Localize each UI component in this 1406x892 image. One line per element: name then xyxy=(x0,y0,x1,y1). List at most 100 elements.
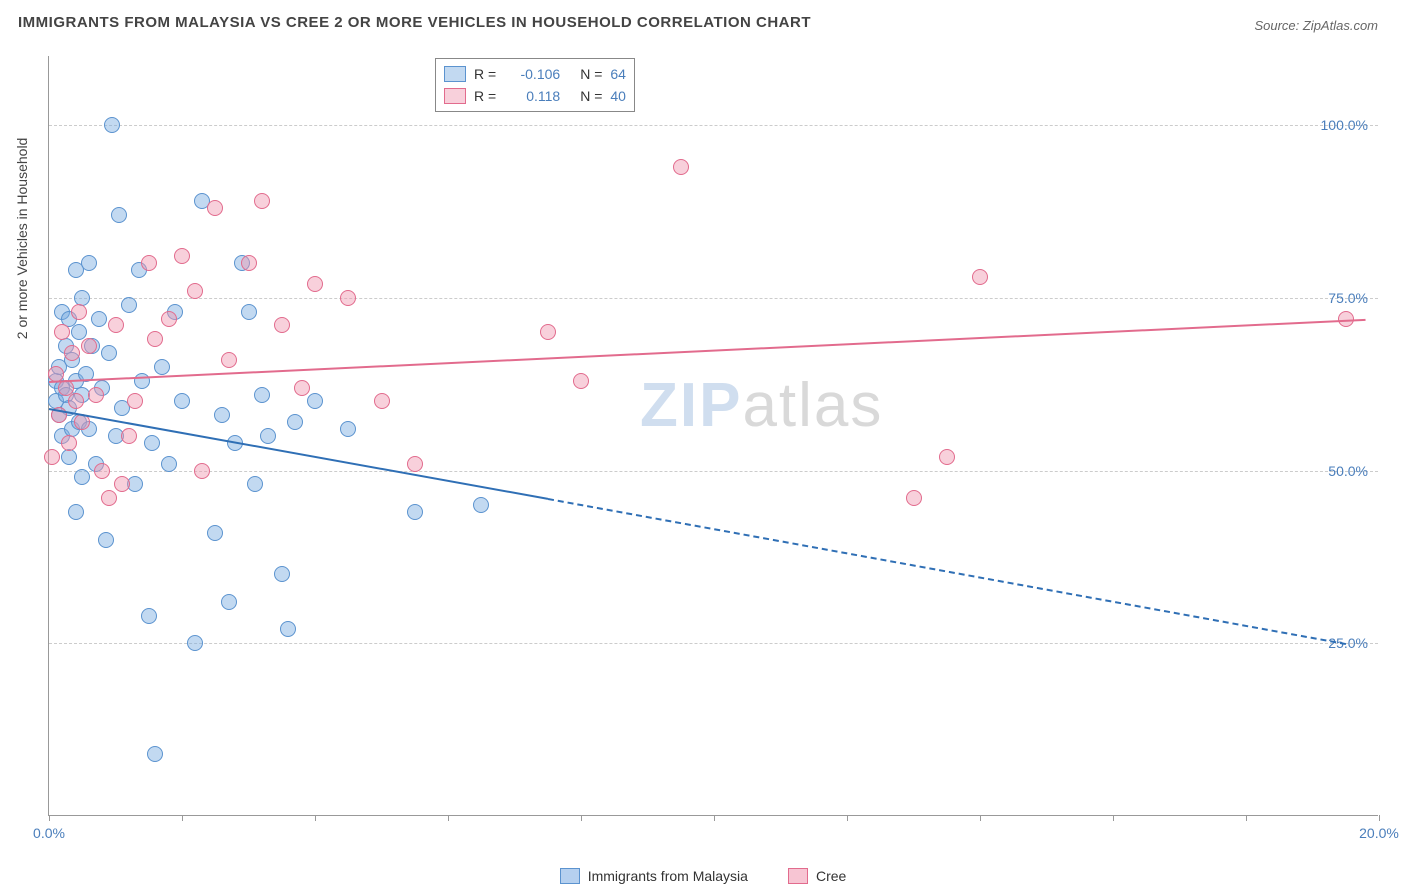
data-point-malaysia xyxy=(68,504,84,520)
legend-r-label: R = xyxy=(474,88,496,104)
x-tick xyxy=(1379,815,1380,821)
data-point-cree xyxy=(61,435,77,451)
data-point-cree xyxy=(221,352,237,368)
x-tick xyxy=(847,815,848,821)
data-point-cree xyxy=(147,331,163,347)
data-point-malaysia xyxy=(254,387,270,403)
data-point-malaysia xyxy=(247,476,263,492)
data-point-cree xyxy=(307,276,323,292)
legend-item: Immigrants from Malaysia xyxy=(560,868,748,884)
x-tick xyxy=(980,815,981,821)
data-point-malaysia xyxy=(340,421,356,437)
data-point-cree xyxy=(241,255,257,271)
y-tick-label: 75.0% xyxy=(1328,290,1368,306)
data-point-cree xyxy=(88,387,104,403)
data-point-malaysia xyxy=(407,504,423,520)
data-point-cree xyxy=(407,456,423,472)
data-point-cree xyxy=(141,255,157,271)
gridline xyxy=(49,471,1378,472)
series-legend: Immigrants from Malaysia Cree xyxy=(0,868,1406,884)
data-point-cree xyxy=(81,338,97,354)
x-tick-label: 20.0% xyxy=(1359,825,1399,841)
data-point-cree xyxy=(972,269,988,285)
data-point-malaysia xyxy=(274,566,290,582)
data-point-malaysia xyxy=(101,345,117,361)
data-point-malaysia xyxy=(144,435,160,451)
scatter-chart: 25.0%50.0%75.0%100.0%0.0%20.0% xyxy=(48,56,1378,816)
data-point-cree xyxy=(274,317,290,333)
data-point-malaysia xyxy=(61,449,77,465)
legend-r-label: R = xyxy=(474,66,496,82)
data-point-cree xyxy=(294,380,310,396)
x-tick xyxy=(581,815,582,821)
data-point-cree xyxy=(906,490,922,506)
x-tick xyxy=(714,815,715,821)
data-point-cree xyxy=(207,200,223,216)
data-point-cree xyxy=(121,428,137,444)
data-point-cree xyxy=(71,304,87,320)
x-tick xyxy=(448,815,449,821)
data-point-cree xyxy=(573,373,589,389)
data-point-malaysia xyxy=(207,525,223,541)
data-point-cree xyxy=(101,490,117,506)
legend-label: Cree xyxy=(816,868,846,884)
data-point-malaysia xyxy=(74,469,90,485)
data-point-cree xyxy=(540,324,556,340)
chart-title: IMMIGRANTS FROM MALAYSIA VS CREE 2 OR MO… xyxy=(18,14,811,31)
data-point-malaysia xyxy=(221,594,237,610)
data-point-cree xyxy=(374,393,390,409)
trend-line xyxy=(548,498,1346,645)
data-point-malaysia xyxy=(241,304,257,320)
data-point-malaysia xyxy=(91,311,107,327)
data-point-malaysia xyxy=(81,255,97,271)
legend-r-value: 0.118 xyxy=(504,88,560,104)
legend-label: Immigrants from Malaysia xyxy=(588,868,748,884)
legend-swatch xyxy=(560,868,580,884)
data-point-cree xyxy=(64,345,80,361)
data-point-malaysia xyxy=(473,497,489,513)
y-tick-label: 100.0% xyxy=(1321,117,1368,133)
legend-n-label: N = xyxy=(580,88,602,104)
data-point-malaysia xyxy=(187,635,203,651)
legend-row-malaysia: R =-0.106N =64 xyxy=(444,63,626,85)
x-tick-label: 0.0% xyxy=(33,825,65,841)
data-point-malaysia xyxy=(141,608,157,624)
data-point-malaysia xyxy=(154,359,170,375)
legend-n-value: 64 xyxy=(610,66,626,82)
data-point-malaysia xyxy=(134,373,150,389)
data-point-malaysia xyxy=(98,532,114,548)
data-point-malaysia xyxy=(287,414,303,430)
x-tick xyxy=(315,815,316,821)
legend-swatch xyxy=(444,66,466,82)
data-point-malaysia xyxy=(147,746,163,762)
correlation-legend: R =-0.106N =64R =0.118N =40 xyxy=(435,58,635,112)
data-point-cree xyxy=(108,317,124,333)
data-point-malaysia xyxy=(121,297,137,313)
trend-line xyxy=(49,319,1366,383)
data-point-cree xyxy=(94,463,110,479)
data-point-cree xyxy=(254,193,270,209)
x-tick xyxy=(1246,815,1247,821)
data-point-cree xyxy=(114,476,130,492)
data-point-cree xyxy=(939,449,955,465)
legend-swatch xyxy=(444,88,466,104)
source-attribution: Source: ZipAtlas.com xyxy=(1254,18,1378,33)
data-point-malaysia xyxy=(104,117,120,133)
data-point-malaysia xyxy=(214,407,230,423)
legend-item: Cree xyxy=(788,868,846,884)
gridline xyxy=(49,643,1378,644)
data-point-cree xyxy=(340,290,356,306)
data-point-cree xyxy=(54,324,70,340)
legend-r-value: -0.106 xyxy=(504,66,560,82)
data-point-malaysia xyxy=(260,428,276,444)
legend-n-value: 40 xyxy=(610,88,626,104)
data-point-malaysia xyxy=(161,456,177,472)
data-point-cree xyxy=(187,283,203,299)
gridline xyxy=(49,298,1378,299)
data-point-cree xyxy=(673,159,689,175)
data-point-malaysia xyxy=(307,393,323,409)
data-point-malaysia xyxy=(174,393,190,409)
legend-swatch xyxy=(788,868,808,884)
x-tick xyxy=(1113,815,1114,821)
data-point-cree xyxy=(174,248,190,264)
